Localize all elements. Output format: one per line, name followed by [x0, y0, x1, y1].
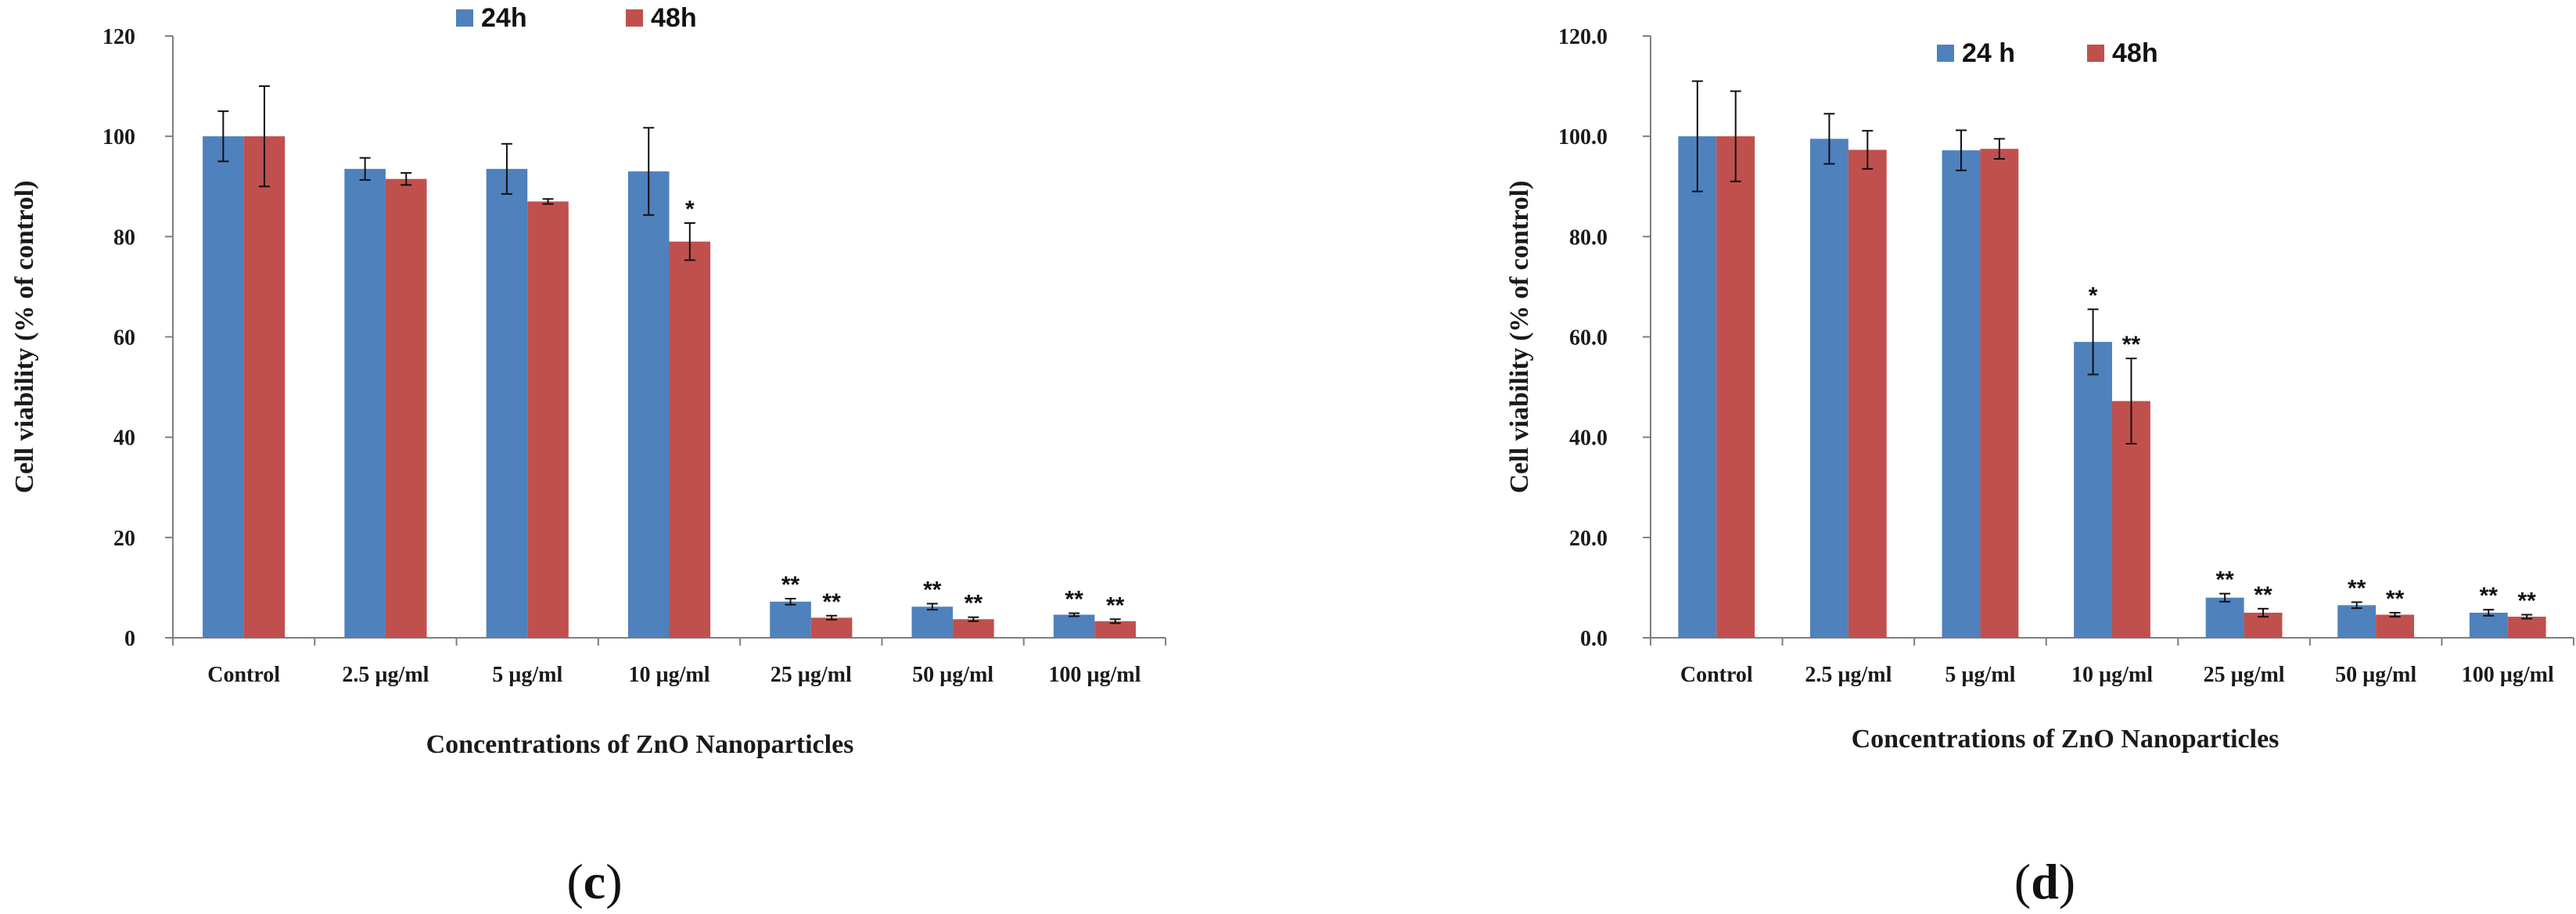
legend-swatch	[456, 9, 473, 27]
legend-label: 24 h	[1962, 38, 2015, 68]
legend-swatch	[626, 9, 643, 27]
y-tick-label: 20.0	[1569, 527, 1608, 551]
x-axis-title: Concentrations of ZnO Nanoparticles	[426, 730, 854, 759]
panel-label-letter: c	[584, 854, 605, 909]
panel-label: (d)	[2014, 854, 2075, 909]
bar	[2507, 617, 2546, 638]
significance-marker: **	[2348, 576, 2366, 602]
x-tick-label: Control	[1680, 663, 1753, 687]
y-tick-label: 100.0	[1558, 125, 1608, 149]
significance-marker: **	[923, 577, 942, 603]
significance-marker: **	[781, 572, 800, 598]
x-tick-label: 2.5 µg/ml	[342, 663, 429, 687]
bar	[1716, 136, 1755, 638]
significance-marker: *	[2089, 282, 2098, 308]
panel-label: (c)	[566, 854, 622, 909]
significance-marker: *	[685, 196, 695, 222]
bar	[527, 201, 569, 639]
bar	[243, 136, 286, 638]
y-axis-title: Cell viability (% of control)	[1505, 181, 1534, 494]
x-tick-label: 10 µg/ml	[2071, 663, 2153, 687]
bar	[810, 617, 853, 638]
panel-label-open: (	[2014, 854, 2031, 909]
bar	[1053, 614, 1095, 638]
bar	[953, 619, 994, 638]
y-tick-label: 80.0	[1569, 225, 1608, 250]
bar	[486, 168, 528, 639]
x-tick-label: 10 µg/ml	[628, 663, 710, 687]
legend-label: 48h	[2112, 38, 2158, 68]
x-tick-label: 25 µg/ml	[2204, 663, 2285, 687]
y-tick-label: 40.0	[1569, 426, 1608, 451]
y-axis-title: Cell viability (% of control)	[10, 181, 39, 494]
x-tick-label: 50 µg/ml	[912, 663, 993, 687]
chart-d: 0.0 20.0 40.0 60.0 80.0 100.0 120.0 Control 2.5 …	[1505, 25, 2574, 909]
panel-label-close: )	[605, 854, 622, 909]
bar	[2469, 612, 2508, 638]
bar	[1942, 150, 1981, 639]
bar	[344, 168, 386, 639]
y-tick-label: 0	[124, 627, 135, 651]
bar	[2337, 605, 2377, 638]
bar	[669, 241, 711, 638]
x-tick-label: Control	[207, 663, 280, 687]
bar	[2074, 341, 2112, 638]
significance-marker: **	[965, 591, 983, 617]
bar	[2205, 597, 2244, 638]
bar	[1980, 149, 2019, 638]
y-tick-label: 100	[102, 125, 135, 149]
bar	[1809, 139, 1848, 638]
legend-label: 24h	[481, 3, 527, 33]
panel-label-close: )	[2059, 854, 2075, 909]
legend-label: 48h	[651, 3, 697, 33]
x-tick-label: 2.5 µg/ml	[1805, 663, 1892, 687]
legend-swatch	[1937, 45, 1954, 62]
y-tick-label: 120.0	[1558, 25, 1608, 49]
y-tick-label: 60.0	[1569, 326, 1608, 351]
bar	[770, 601, 811, 638]
bar	[911, 606, 954, 638]
x-tick-label: 25 µg/ml	[771, 663, 852, 687]
significance-marker: **	[822, 589, 841, 615]
y-tick-label: 0.0	[1580, 627, 1608, 651]
x-axis-title: Concentrations of ZnO Nanoparticles	[1852, 725, 2280, 754]
chart-c: 0 20 40 60 80 100 120 Control 2.5 µg/ml 5 µg/ml 10…	[10, 3, 1166, 909]
bar	[203, 136, 244, 638]
bar	[1848, 149, 1887, 638]
legend-swatch	[2087, 45, 2104, 62]
x-tick-label: 100 µg/ml	[2462, 663, 2554, 687]
significance-marker: **	[1065, 587, 1083, 613]
significance-marker: **	[2254, 582, 2272, 608]
panel-label-letter: d	[2031, 854, 2059, 909]
significance-marker: **	[2480, 583, 2499, 609]
x-tick-label: 5 µg/ml	[1945, 663, 2015, 687]
y-tick-label: 20	[113, 527, 135, 551]
bar	[1678, 136, 1717, 638]
x-tick-label: 5 µg/ml	[492, 663, 562, 687]
panel-label-open: (	[566, 854, 583, 909]
bar	[2376, 614, 2415, 638]
bar	[627, 171, 670, 638]
significance-marker: **	[2215, 567, 2234, 593]
y-tick-label: 40	[113, 426, 135, 451]
significance-marker: **	[2122, 332, 2141, 358]
significance-marker: **	[2386, 586, 2405, 612]
bar	[1094, 621, 1136, 638]
y-tick-label: 60	[113, 326, 135, 351]
x-tick-label: 100 µg/ml	[1048, 663, 1141, 687]
x-tick-label: 50 µg/ml	[2335, 663, 2416, 687]
significance-marker: **	[1106, 592, 1125, 618]
y-tick-label: 80	[113, 225, 135, 250]
bar	[385, 178, 427, 638]
y-tick-label: 120	[102, 25, 135, 49]
significance-marker: **	[2517, 588, 2536, 614]
